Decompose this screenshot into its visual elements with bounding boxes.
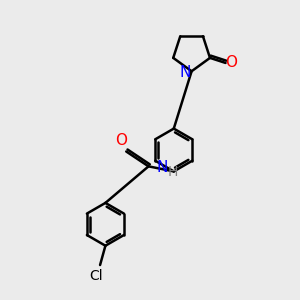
Text: N: N: [157, 160, 168, 175]
Text: N: N: [179, 65, 191, 80]
Text: O: O: [115, 133, 127, 148]
Text: Cl: Cl: [89, 268, 103, 283]
Text: H: H: [167, 165, 178, 179]
Text: O: O: [225, 56, 237, 70]
